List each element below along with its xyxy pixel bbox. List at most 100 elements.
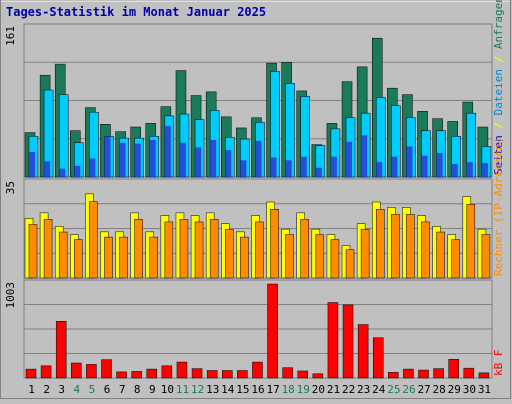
bar-hosts: [119, 236, 128, 279]
x-tick-label: 31: [478, 383, 491, 396]
bar-kb: [372, 337, 384, 379]
bar-kb: [40, 365, 52, 379]
bar-kb: [222, 370, 233, 379]
panel-kb-max-label: 1003: [4, 282, 17, 309]
bar-pages: [285, 160, 292, 177]
bar-hosts: [391, 214, 400, 279]
x-tick-label: 27: [417, 383, 430, 396]
bar-hosts: [255, 221, 264, 279]
x-tick-label: 22: [342, 383, 355, 396]
bar-pages: [406, 146, 413, 177]
bar-kb: [161, 365, 173, 379]
x-tick-label: 25: [387, 383, 400, 396]
bar-kb: [478, 372, 490, 379]
x-tick-label: 20: [312, 383, 325, 396]
chart-title: Tages-Statistik im Monat Januar 2025: [6, 5, 266, 19]
bar-kb: [327, 302, 339, 379]
side-label-part: kB F: [492, 350, 505, 377]
bar-pages: [89, 158, 96, 177]
bar-kb: [71, 362, 82, 379]
bar-hosts: [466, 204, 476, 279]
panels-layer: 161 Seiten / Dateien / Anfragen 35 Rechner …: [4, 0, 505, 379]
bar-pages: [225, 150, 232, 177]
bar-hosts: [74, 239, 83, 279]
panel-hits: 161 Seiten / Dateien / Anfragen: [4, 0, 505, 178]
bar-hosts: [58, 231, 68, 279]
bar-kb: [357, 324, 369, 379]
bar-pages: [210, 139, 217, 177]
x-tick-label: 1: [28, 383, 35, 396]
bar-kb: [312, 373, 324, 379]
bar-pages: [466, 162, 473, 177]
x-tick-label: 24: [372, 383, 386, 396]
bar-kb: [418, 369, 429, 379]
x-tick-label: 26: [402, 383, 415, 396]
x-axis-labels: 1 2 3 4 5 6 7 8 9 10 11 12 13 14 15 16 17 18 19 20 21 22 23 24 2…: [28, 383, 491, 396]
bar-kb: [297, 370, 308, 379]
bar-hosts: [179, 219, 189, 279]
bar-pages: [149, 139, 156, 177]
bar-kb: [463, 367, 475, 379]
x-tick-label: 5: [89, 383, 96, 396]
bar-pages: [164, 126, 171, 177]
bar-hosts: [375, 209, 385, 279]
bar-kb: [403, 368, 414, 379]
bar-pages: [255, 140, 262, 177]
x-tick-label: 16: [251, 383, 264, 396]
bar-kb: [206, 370, 218, 379]
bar-hosts: [300, 219, 309, 279]
bar-kb: [25, 368, 37, 379]
bar-kb: [146, 368, 158, 379]
x-tick-label: 11: [176, 383, 189, 396]
x-tick-label: 10: [161, 383, 174, 396]
bar-kb: [101, 359, 112, 379]
bar-pages: [361, 135, 368, 177]
bar-pages: [391, 156, 398, 177]
bar-files: [58, 94, 69, 178]
bar-hosts: [149, 236, 159, 279]
x-tick-label: 9: [149, 383, 156, 396]
panel-hosts-max-label: 35: [4, 181, 17, 194]
x-tick-label: 4: [74, 383, 81, 396]
side-label-part: /: [492, 49, 505, 69]
bar-hosts: [436, 231, 445, 279]
x-tick-label: 2: [43, 383, 50, 396]
panel-kb: 1003 kB F: [4, 279, 505, 379]
x-tick-label: 18: [282, 383, 295, 396]
bar-pages: [481, 163, 488, 177]
bar-hosts: [330, 239, 340, 279]
bar-pages: [346, 141, 353, 177]
bar-hosts: [285, 234, 294, 279]
bar-hosts: [43, 219, 53, 279]
bar-pages: [59, 168, 66, 177]
bar-hosts: [421, 221, 430, 279]
bar-pages: [315, 167, 322, 177]
side-label-part: Rechner (IP-Adressen): [492, 137, 505, 276]
bar-hosts: [28, 224, 38, 279]
side-label-part: Seiten: [492, 135, 505, 175]
bar-hosts: [194, 221, 204, 279]
panel-hosts-side-label: Rechner (IP-Adressen): [492, 137, 505, 276]
side-label-part: Dateien: [492, 69, 505, 115]
bar-kb: [282, 367, 293, 379]
x-tick-label: 28: [433, 383, 446, 396]
bar-pages: [119, 142, 126, 177]
x-tick-label: 17: [266, 383, 279, 396]
bar-pages: [436, 152, 443, 177]
side-label-part: /: [492, 115, 505, 135]
x-tick-label: 15: [236, 383, 249, 396]
bar-kb: [252, 361, 263, 379]
bar-pages: [134, 143, 141, 177]
x-tick-label: 29: [448, 383, 461, 396]
bar-kb: [267, 283, 278, 379]
bar-kb: [237, 370, 248, 379]
bar-hosts: [164, 221, 174, 279]
bar-hosts: [104, 236, 113, 279]
bar-pages: [74, 165, 81, 177]
panel-hosts: 35 Rechner (IP-Adressen): [4, 137, 505, 279]
x-tick-label: 8: [134, 383, 141, 396]
bar-pages: [300, 156, 307, 177]
bar-hosts: [209, 219, 219, 279]
bar-pages: [179, 142, 186, 177]
